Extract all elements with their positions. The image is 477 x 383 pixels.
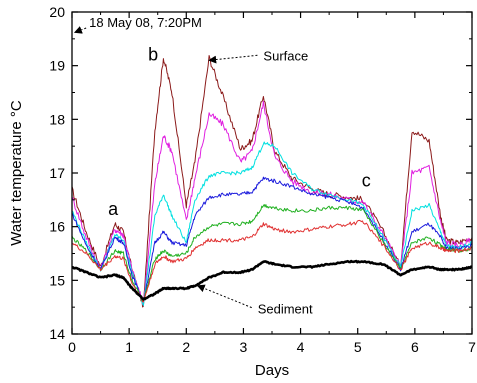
x-tick-label-5: 5 [354,339,362,355]
annotation-c: c [362,170,371,190]
y-tick-label-18: 18 [49,111,65,127]
y-tick-label-20: 20 [49,4,65,20]
x-tick-label-3: 3 [240,339,248,355]
x-tick-label-6: 6 [411,339,419,355]
date-arrow [73,26,87,34]
series-line-6 [71,219,473,303]
annotation-date: 18 May 08, 7:20PM [89,15,202,30]
annotation-layer: 18 May 08, 7:20PM a b c Surface Sediment [73,15,371,317]
annotation-a: a [108,199,119,219]
series-line-3 [71,141,473,307]
series-line-4 [71,176,473,302]
series-line-5 [71,204,473,302]
y-tick-label-14: 14 [49,326,65,342]
y-axis-title: Water temperature °C [8,100,25,246]
annotation-b: b [148,44,158,64]
ticks-layer: 0 1 2 3 4 5 6 7 14 15 16 17 18 19 20 [49,4,476,355]
x-tick-label-1: 1 [125,339,133,355]
annotation-sediment: Sediment [258,302,313,317]
y-tick-label-16: 16 [49,219,65,235]
y-tick-label-15: 15 [49,272,65,288]
x-tick-label-0: 0 [68,339,76,355]
sediment-arrow [196,284,252,309]
x-tick-label-2: 2 [182,339,190,355]
x-tick-label-4: 4 [297,339,305,355]
annotation-surface: Surface [263,48,308,63]
series-line-7 [71,259,473,301]
surface-arrow [208,54,258,64]
series-layer [71,55,473,308]
y-tick-label-19: 19 [49,58,65,74]
y-tick-label-17: 17 [49,165,65,181]
x-tick-label-7: 7 [468,339,476,355]
x-axis-title: Days [255,362,289,379]
